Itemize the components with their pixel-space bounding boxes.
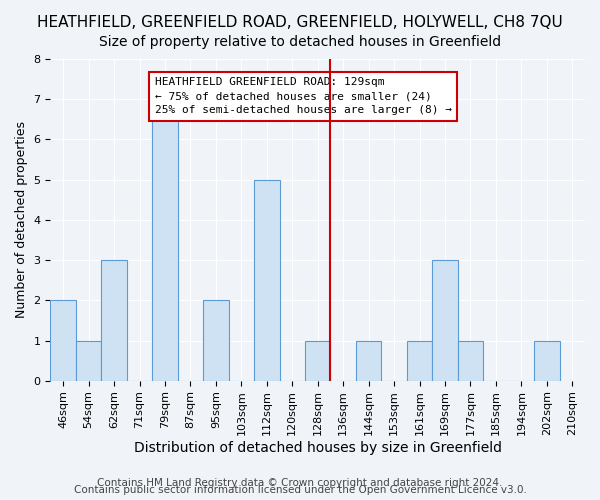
Bar: [50, 300, 76, 380]
Text: Size of property relative to detached houses in Greenfield: Size of property relative to detached ho…: [99, 35, 501, 49]
Bar: [407, 340, 432, 380]
Bar: [356, 340, 382, 380]
X-axis label: Distribution of detached houses by size in Greenfield: Distribution of detached houses by size …: [134, 441, 502, 455]
Bar: [432, 260, 458, 380]
Bar: [76, 340, 101, 380]
Bar: [458, 340, 483, 380]
Bar: [203, 300, 229, 380]
Bar: [534, 340, 560, 380]
Text: HEATHFIELD, GREENFIELD ROAD, GREENFIELD, HOLYWELL, CH8 7QU: HEATHFIELD, GREENFIELD ROAD, GREENFIELD,…: [37, 15, 563, 30]
Bar: [152, 99, 178, 380]
Y-axis label: Number of detached properties: Number of detached properties: [15, 122, 28, 318]
Text: Contains public sector information licensed under the Open Government Licence v3: Contains public sector information licen…: [74, 485, 526, 495]
Bar: [254, 180, 280, 380]
Text: HEATHFIELD GREENFIELD ROAD: 129sqm
← 75% of detached houses are smaller (24)
25%: HEATHFIELD GREENFIELD ROAD: 129sqm ← 75%…: [155, 77, 452, 115]
Bar: [305, 340, 331, 380]
Bar: [101, 260, 127, 380]
Text: Contains HM Land Registry data © Crown copyright and database right 2024.: Contains HM Land Registry data © Crown c…: [97, 478, 503, 488]
